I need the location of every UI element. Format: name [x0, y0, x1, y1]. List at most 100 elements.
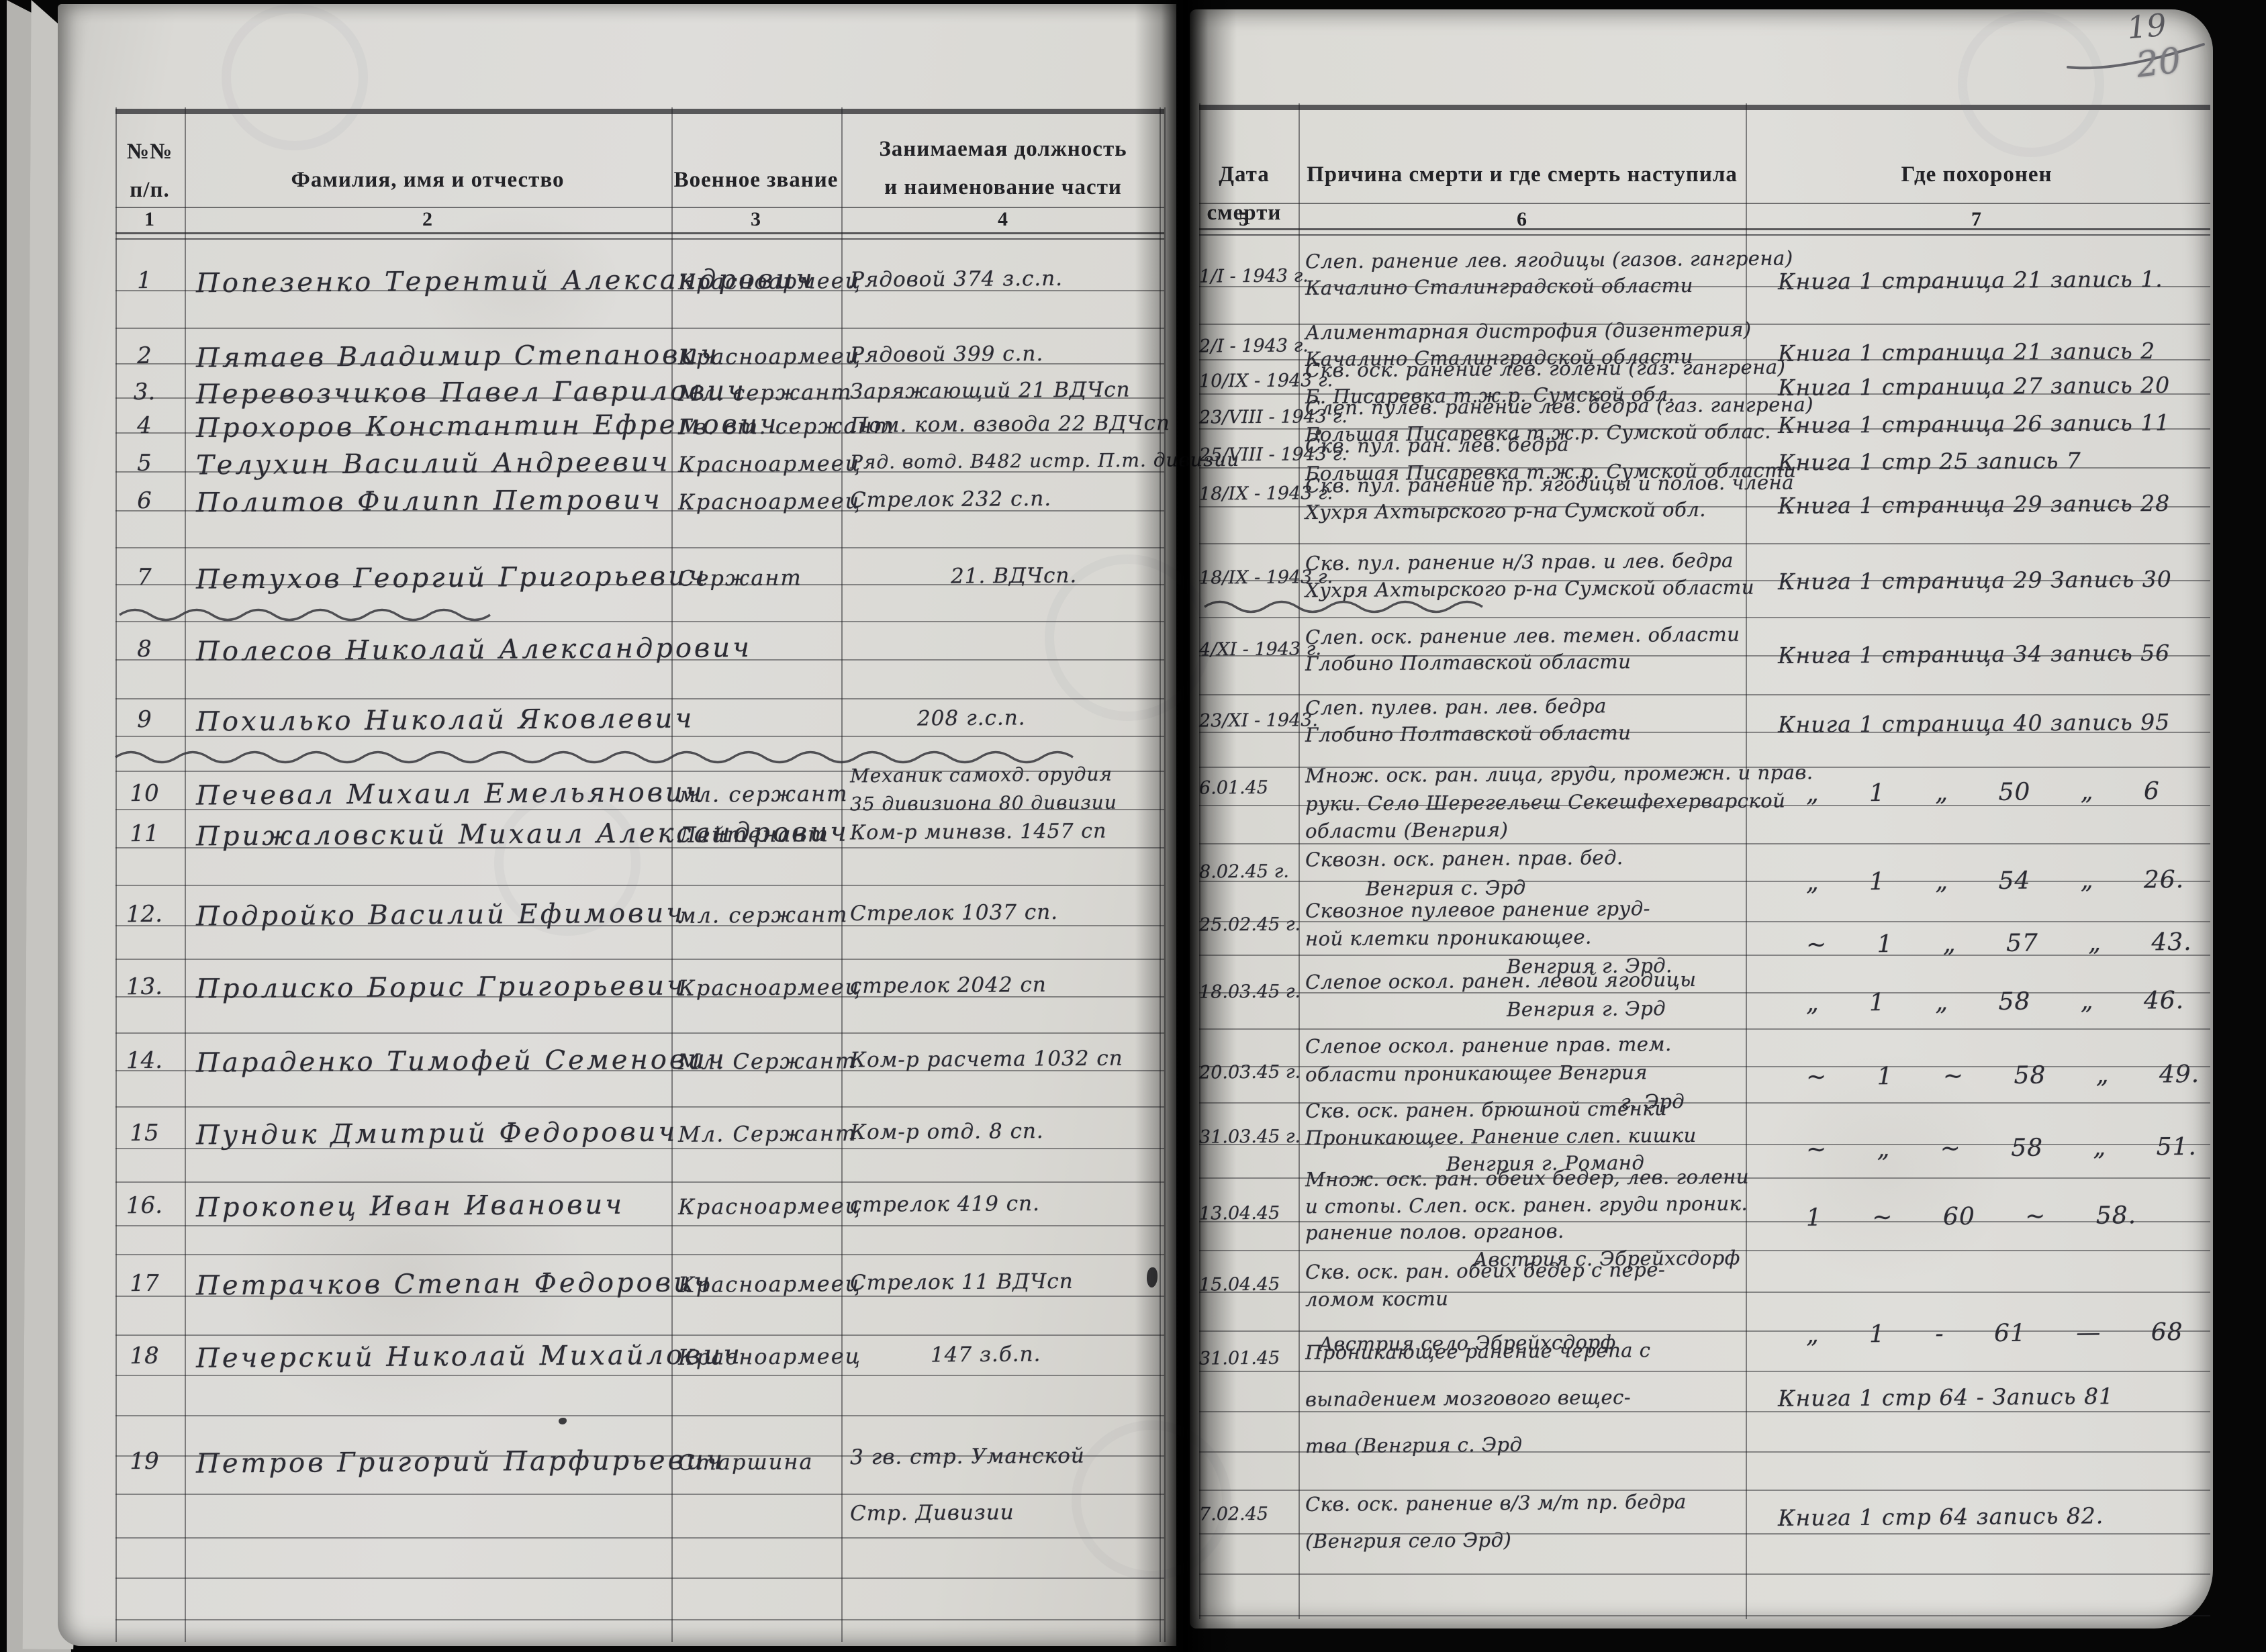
hrule — [1199, 1144, 2210, 1145]
ink-blot — [1316, 430, 1321, 435]
row-5-date: 25/VIII - 1943 г. — [1198, 444, 1348, 466]
hrule — [115, 471, 1164, 473]
row-8-cause-1: Глобино Полтавской области — [1305, 650, 1632, 675]
row-18-date: 31.01.45 — [1198, 1347, 1280, 1369]
hrule — [115, 1148, 1164, 1149]
row-18-unit-0: 147 з.б.п. — [930, 1342, 1041, 1367]
row-11-unit-0: Ком-р минвзв. 1457 сп — [849, 819, 1107, 845]
watermark-circle — [1072, 1420, 1231, 1580]
row-15-num: 15 — [130, 1119, 159, 1147]
hrule — [1199, 843, 2210, 844]
vrule — [841, 107, 843, 1642]
row-1-num: 1 — [137, 266, 152, 295]
row-5-burial: Книга 1 стр 25 запись 7 — [1777, 447, 2081, 476]
hrule — [115, 959, 1164, 960]
hrule — [1199, 228, 2210, 230]
row-1-rank: Красноармеец — [677, 268, 862, 295]
row-13.-unit-0: стрелок 2042 сп — [849, 972, 1047, 999]
row-19-unit-1: Стр. Дивизии — [849, 1500, 1014, 1526]
row-9-unit-0: 208 г.с.п. — [916, 706, 1026, 731]
hrule — [1199, 1330, 2210, 1332]
row-9-name: Похилько Николай Яковлевич — [195, 703, 695, 738]
hrule — [1199, 428, 2210, 430]
hrule — [1199, 105, 2210, 110]
hrule — [115, 584, 1164, 585]
hrule — [1199, 1102, 2210, 1104]
row-4-date: 23/VIII - 1943 г. — [1198, 406, 1348, 428]
row-14.-num: 14. — [126, 1047, 163, 1075]
hrule — [1199, 1221, 2210, 1222]
row-7-num: 7 — [137, 563, 152, 591]
row-14.-name: Параденко Тимофей Семенович — [195, 1044, 728, 1079]
row-18-cause-0: Проникающее ранение черепа с — [1305, 1339, 1651, 1364]
row-14.-date: 20.03.45 г. — [1198, 1061, 1301, 1083]
row-3.-rank: Мл. сержант — [677, 379, 853, 406]
row-9-date: 23/XI - 1943. — [1198, 710, 1319, 732]
row-8-date: 4/XI - 1943 г. — [1198, 638, 1322, 661]
row-6-unit-0: Стрелок 232 с.п. — [849, 486, 1052, 513]
squiggle-strikeout — [115, 750, 1074, 764]
row-17-unit-0: Стрелок 11 ВДЧсп — [849, 1269, 1074, 1296]
hrule — [1199, 955, 2210, 956]
hrule — [115, 547, 1164, 548]
row-5-name: Телухин Василий Андреевич — [195, 446, 671, 481]
hrule — [115, 1225, 1164, 1226]
squiggle-strikeout — [119, 608, 491, 622]
hrule — [115, 1296, 1164, 1297]
row-13.-num: 13. — [126, 973, 163, 1001]
vrule — [185, 107, 186, 1642]
row-12.-num: 12. — [126, 900, 163, 928]
row-10-cause-1: руки. Село Шерегельеш Секешфехерварской — [1305, 789, 1786, 816]
row-3.-cause-0: Скв. оск. ранение лев. голени (газ. ганг… — [1305, 355, 1786, 382]
row-18-name: Печерский Николай Михайлович — [195, 1339, 743, 1374]
row-16.-date: 13.04.45 — [1198, 1202, 1280, 1224]
row-9-num: 9 — [137, 706, 152, 734]
row-6-name: Политов Филипп Петрович — [195, 484, 663, 519]
hrule — [115, 659, 1164, 661]
hrule — [115, 847, 1164, 848]
hrule — [1199, 203, 2210, 204]
pencil-underline — [2067, 43, 2205, 70]
row-19-num: 19 — [130, 1447, 159, 1475]
row-10-rank: мл. сержант — [677, 781, 849, 808]
hrule — [115, 432, 1164, 434]
row-2-burial: Книга 1 страница 21 запись 2 — [1777, 338, 2156, 367]
hrule — [115, 1577, 1164, 1579]
row-7-unit-0: 21. ВДЧсп. — [950, 563, 1078, 589]
row-16.-rank: Красноармеец — [677, 1193, 862, 1220]
row-17-rank: Красноармеец — [677, 1271, 862, 1298]
row-17-date: 15.04.45 — [1198, 1273, 1280, 1296]
row-5-unit-0: Ряд. вотд. В482 истр. П.т. дивизии — [849, 448, 1240, 474]
row-10-burial: „ 1 „ 50 „ 6 — [1805, 777, 2160, 808]
row-18-cause-2: тва (Венгрия с. Эрд — [1305, 1432, 1523, 1458]
hrule — [1199, 234, 2210, 236]
row-2-num: 2 — [137, 342, 152, 370]
hrule — [115, 809, 1164, 810]
row-6-rank: Красноармеец — [677, 488, 862, 515]
row-3.-unit-0: Заряжающий 21 ВДЧсп — [849, 377, 1131, 404]
hrule — [1199, 580, 2210, 581]
row-9-cause-0: Слеп. пулев. ран. лев. бедра — [1305, 694, 1607, 720]
hrule — [1199, 393, 2210, 395]
vrule — [671, 107, 673, 1642]
row-2-date: 2/I - 1943 г. — [1198, 335, 1309, 357]
row-16.-cause-1: и стопы. Слеп. оск. ранен. груди проник. — [1305, 1192, 1748, 1218]
row-4-burial: Книга 1 страница 26 запись 11 — [1777, 409, 2171, 439]
hrule — [115, 109, 1164, 114]
hrule — [1199, 617, 2210, 618]
row-7-date: 18/IX - 1943 г. — [1198, 567, 1333, 589]
hrule — [115, 1375, 1164, 1376]
row-12.-cause-0: Сквозное пулевое ранение груд- — [1305, 897, 1651, 922]
hrule — [115, 1537, 1164, 1539]
row-13.-burial: „ 1 „ 58 „ 46. — [1805, 987, 2185, 1017]
row-2-cause-0: Алиментарная дистрофия (дизентерия) — [1305, 318, 1752, 344]
row-12.-burial: ~ 1 „ 57 „ 43. — [1805, 928, 2192, 959]
hrule — [115, 510, 1164, 512]
row-16.-num: 16. — [126, 1192, 163, 1220]
header-col-1-number: 1 — [144, 208, 155, 230]
row-9-cause-1: Глобино Полтавской области — [1305, 721, 1632, 746]
row-10-name: Печевал Михаил Емельянович — [195, 777, 705, 812]
hrule — [1199, 1533, 2210, 1535]
hrule — [115, 1070, 1164, 1071]
